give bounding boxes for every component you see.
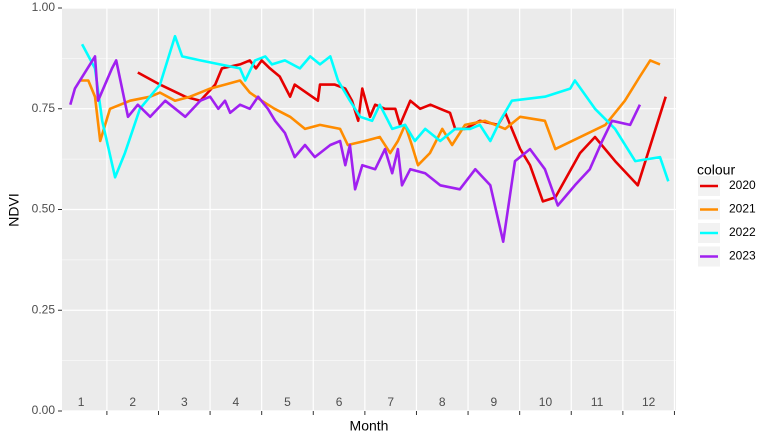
month-label: 10: [539, 395, 553, 409]
series-line: [80, 34, 670, 182]
y-tick-label: 0.75: [32, 101, 56, 115]
month-label: 1: [78, 395, 85, 409]
month-label: 7: [387, 395, 394, 409]
month-label: 11: [591, 395, 604, 409]
month-label: 8: [439, 395, 446, 409]
month-label: 5: [284, 395, 291, 409]
month-label: 9: [491, 395, 498, 409]
legend-label: 2020: [729, 178, 756, 192]
y-axis-title: NDVI: [6, 193, 22, 226]
month-label: 3: [181, 395, 188, 409]
x-axis-title: Month: [350, 418, 389, 434]
month-label: 2: [129, 395, 136, 409]
month-label: 6: [336, 395, 343, 409]
legend-label: 2021: [729, 202, 756, 216]
legend-label: 2023: [729, 249, 756, 263]
y-tick-label: 0.25: [32, 302, 56, 316]
y-tick-label: 0.50: [32, 202, 56, 216]
y-tick-label: 0.00: [32, 403, 56, 417]
month-label: 4: [233, 395, 240, 409]
legend-title: colour: [697, 162, 735, 178]
y-tick-label: 1.00: [32, 0, 56, 14]
series-line: [69, 55, 642, 243]
legend-label: 2022: [729, 225, 756, 239]
month-label: 12: [642, 395, 656, 409]
series-line: [80, 59, 661, 167]
series-line: [137, 59, 667, 203]
